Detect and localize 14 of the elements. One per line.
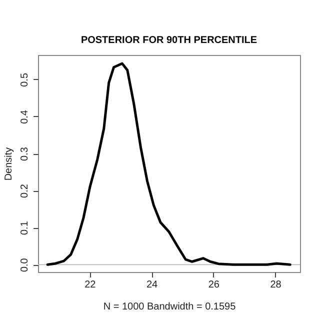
x-tick-label: 28 — [270, 280, 282, 290]
y-axis-title: Density — [4, 147, 14, 181]
y-tick-label: 0.5 — [20, 72, 30, 87]
y-tick-label: 0.2 — [20, 184, 30, 198]
chart-title: POSTERIOR FOR 90TH PERCENTILE — [80, 35, 258, 46]
y-tick-label: 0.4 — [20, 110, 30, 124]
x-axis-title: N = 1000 Bandwidth = 0.1595 — [103, 302, 236, 312]
y-tick-label: 0.3 — [20, 146, 30, 161]
line-series — [46, 62, 292, 266]
x-tick-label: 24 — [146, 280, 158, 290]
y-tick-label: 0.1 — [20, 220, 30, 236]
x-tick-label: 22 — [84, 280, 96, 290]
y-tick-label: 0.0 — [20, 258, 30, 272]
x-tick-label: 26 — [208, 280, 220, 290]
